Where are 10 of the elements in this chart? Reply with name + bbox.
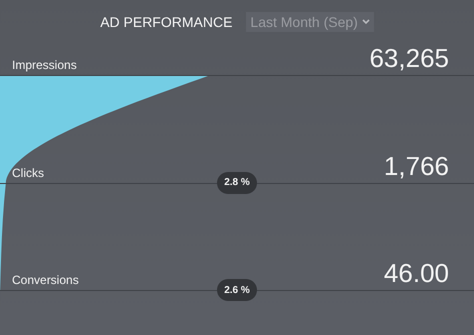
text: AD PERFORMANCE bbox=[100, 14, 232, 30]
text: 2.6 % bbox=[224, 284, 250, 296]
data-label: 46.00 bbox=[384, 258, 449, 289]
data-label: 1,766 bbox=[384, 150, 449, 182]
category-label: Clicks bbox=[12, 166, 44, 180]
category-label: Impressions bbox=[12, 58, 77, 72]
category-label: Conversions bbox=[12, 273, 79, 287]
data-label: 63,265 bbox=[369, 43, 449, 74]
text: Last Month (Sep) bbox=[250, 14, 358, 30]
text: 2.8 % bbox=[224, 177, 250, 188]
